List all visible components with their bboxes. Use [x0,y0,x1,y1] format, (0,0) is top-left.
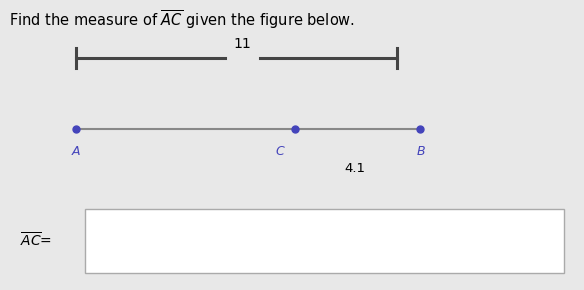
Text: B: B [416,145,425,158]
FancyBboxPatch shape [85,209,564,273]
Text: C: C [276,145,284,158]
Text: Find the measure of $\overline{AC}$ given the figure below.: Find the measure of $\overline{AC}$ give… [9,9,355,31]
Text: 11: 11 [234,37,251,51]
Text: 4.1: 4.1 [345,162,366,175]
Text: A: A [72,145,80,158]
Text: $\overline{AC}$=: $\overline{AC}$= [20,231,53,250]
